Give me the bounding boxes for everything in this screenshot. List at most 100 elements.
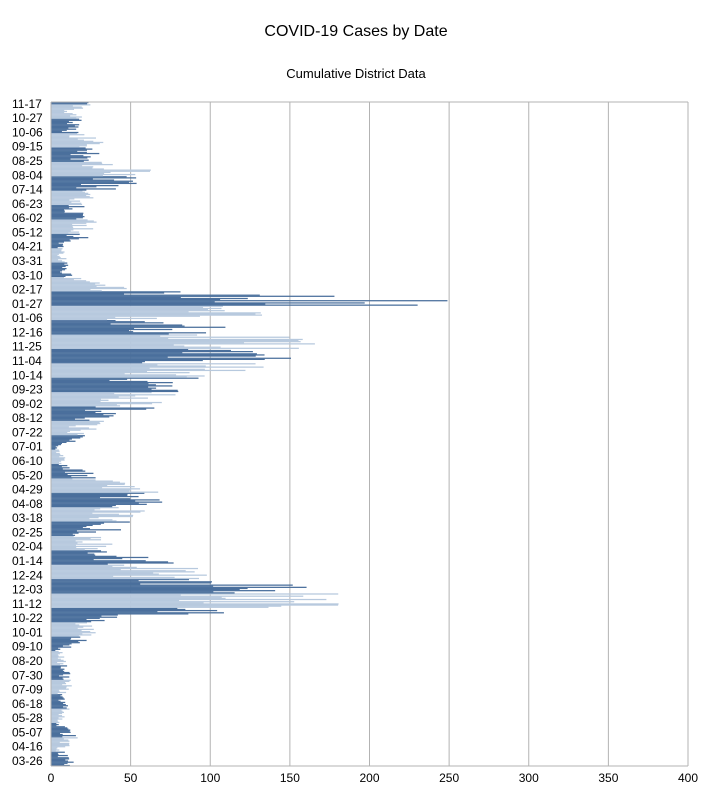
bar — [51, 502, 139, 504]
bar — [51, 467, 70, 469]
bar — [51, 348, 189, 351]
bar — [51, 470, 86, 472]
bar — [51, 388, 152, 390]
bar — [51, 147, 86, 149]
bar — [51, 669, 63, 671]
bar — [51, 271, 61, 273]
bar — [51, 366, 264, 368]
bar — [51, 178, 93, 180]
bar — [51, 185, 119, 187]
bar — [51, 760, 69, 762]
bar — [51, 243, 64, 245]
bar — [51, 721, 60, 723]
bar — [51, 712, 63, 715]
bar — [51, 238, 79, 240]
bar — [51, 645, 63, 647]
bar — [51, 182, 137, 185]
bar — [51, 389, 178, 391]
bar — [51, 546, 77, 549]
bar — [51, 416, 110, 418]
bar — [51, 607, 178, 610]
bar — [51, 492, 145, 494]
x-tick-label: 100 — [200, 771, 220, 785]
x-tick-label: 50 — [124, 771, 138, 785]
bar — [51, 186, 97, 188]
bar — [51, 452, 60, 455]
bar — [51, 140, 94, 142]
bar — [51, 575, 114, 577]
y-tick-label: 09-15 — [12, 140, 43, 154]
bar — [51, 639, 87, 642]
bar — [51, 325, 185, 327]
bar — [51, 754, 68, 757]
bar — [51, 484, 108, 487]
bar — [51, 602, 204, 604]
bar — [51, 262, 68, 264]
bar — [51, 399, 109, 401]
y-tick-label: 11-04 — [12, 354, 42, 368]
bar — [51, 708, 70, 710]
bar — [51, 457, 66, 459]
bar — [51, 338, 303, 341]
bar — [51, 293, 125, 295]
bar — [51, 674, 64, 676]
bar — [51, 520, 117, 522]
bar — [51, 582, 212, 584]
bar — [51, 717, 59, 719]
y-tick-label: 05-12 — [12, 225, 43, 239]
bar — [51, 494, 128, 497]
bar — [51, 428, 97, 430]
bar — [51, 503, 147, 505]
bar — [51, 657, 58, 659]
bar — [51, 732, 61, 735]
bar — [51, 189, 87, 191]
bar — [51, 300, 448, 302]
y-tick-label: 09-10 — [12, 640, 43, 654]
bar — [51, 759, 66, 761]
y-tick-label: 07-09 — [12, 683, 43, 697]
bar — [51, 544, 76, 546]
y-tick-label: 08-20 — [12, 654, 43, 668]
bar — [51, 700, 61, 702]
bar — [51, 345, 185, 347]
y-tick-label: 07-14 — [12, 183, 43, 197]
bar — [51, 447, 58, 449]
bar — [51, 285, 97, 287]
bar — [51, 364, 158, 366]
bar — [51, 378, 128, 380]
bar — [51, 675, 59, 677]
bar — [51, 613, 189, 615]
bar — [51, 244, 63, 247]
bar — [51, 518, 90, 520]
bar — [51, 135, 70, 137]
bar — [51, 373, 125, 375]
bar — [51, 626, 84, 628]
bar — [51, 753, 59, 756]
bar — [51, 391, 152, 394]
bar — [51, 193, 91, 196]
bar — [51, 103, 88, 105]
bar — [51, 636, 81, 638]
bar — [51, 332, 207, 334]
bar — [51, 611, 158, 613]
y-tick-label: 11-25 — [12, 340, 42, 354]
bar — [51, 119, 82, 121]
bar — [51, 510, 145, 512]
bar — [51, 379, 110, 382]
y-tick-label: 06-10 — [12, 454, 43, 468]
bar — [51, 383, 149, 385]
bar — [51, 430, 70, 432]
bar — [51, 201, 72, 203]
bar — [51, 438, 72, 440]
bar — [51, 519, 113, 521]
y-tick-label: 09-02 — [12, 397, 43, 411]
bar — [51, 471, 65, 473]
bar — [51, 543, 113, 545]
bar — [51, 740, 70, 742]
bar — [51, 569, 121, 571]
bar — [51, 556, 149, 559]
bar — [51, 289, 91, 291]
bar — [51, 521, 130, 523]
bar — [51, 223, 73, 225]
bar — [51, 681, 66, 684]
